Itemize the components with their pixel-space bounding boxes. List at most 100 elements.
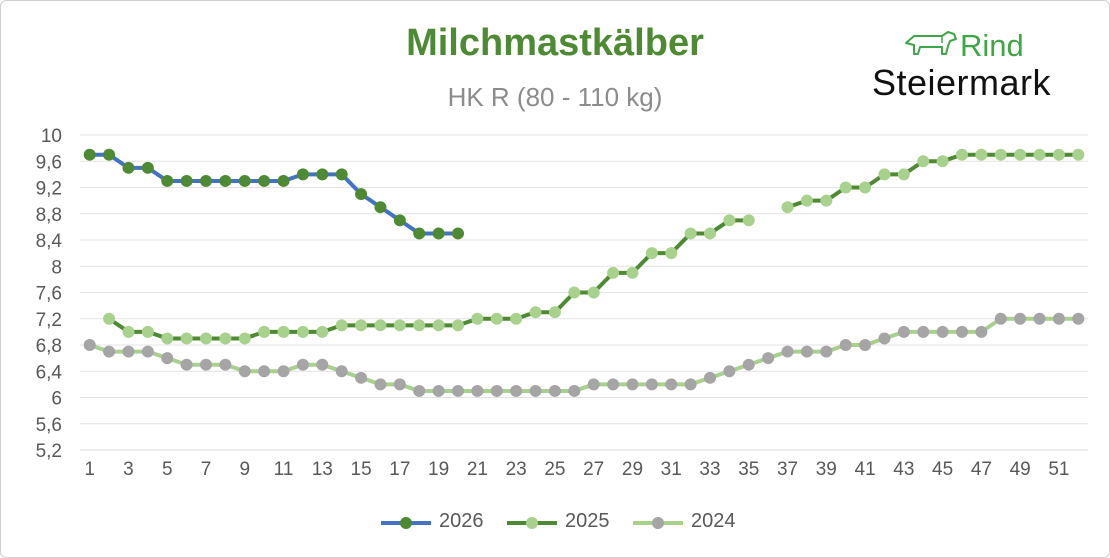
data-point-2024 [1052,312,1065,325]
x-tick-label: 39 [816,459,837,480]
data-point-2025 [335,319,348,332]
y-axis-ticks: 10 9,6 9,2 8,8 8,4 8 7,6 7,2 6,8 6,4 6 5,6 5,2 [36,126,63,462]
y-tick-label: 8,8 [36,205,62,226]
x-tick-label: 17 [389,459,410,480]
y-tick-label: 8,4 [36,231,63,252]
data-point-2025 [897,168,910,181]
data-point-2025 [587,286,600,299]
series-2024 [83,312,1085,397]
series-lines [83,148,1085,397]
data-point-2024 [1033,312,1046,325]
data-point-2026 [316,168,329,181]
data-point-2024 [626,378,639,391]
data-point-2025 [917,155,930,168]
x-tick-label: 25 [544,459,565,480]
y-tick-label: 10 [41,126,62,147]
logo-rind-text: Rind [960,28,1024,63]
data-point-2025 [665,247,678,260]
data-point-2024 [510,384,523,397]
data-point-2024 [548,384,561,397]
data-point-2024 [762,352,775,365]
data-point-2025 [975,148,988,161]
data-point-2024 [587,378,600,391]
y-tick-label: 7,2 [36,310,62,331]
y-tick-label: 5,2 [36,441,62,462]
data-point-2026 [374,201,387,214]
y-tick-label: 5,6 [36,415,62,436]
data-point-2025 [490,312,503,325]
x-tick-label: 9 [239,459,250,480]
data-point-2025 [238,332,251,345]
legend-item-2026: 2026 [381,508,484,538]
x-tick-label: 43 [893,459,914,480]
data-point-2026 [200,174,212,187]
data-point-2024 [1014,312,1027,325]
data-point-2025 [1014,148,1027,161]
logo-steiermark-text: Steiermark [872,62,1052,103]
data-point-2026 [277,174,290,187]
x-tick-label: 15 [351,459,372,480]
data-point-2025 [839,181,852,194]
legend-label-2025: 2025 [565,510,610,532]
data-point-2025 [568,286,581,299]
data-point-2024 [1072,312,1085,325]
data-point-2024 [568,384,581,397]
x-tick-label: 45 [932,459,953,480]
x-axis-ticks: 1 3 5 7 9 11 13 15 17 19 21 23 25 27 29 31 33 35 37 39 41 43 4… [84,459,1069,480]
y-tick-label: 6 [51,389,62,410]
data-point-2024 [471,384,484,397]
x-tick-label: 47 [971,459,992,480]
data-point-2024 [452,384,464,397]
data-point-2025 [141,325,154,338]
x-tick-label: 31 [661,459,682,480]
data-point-2026 [393,214,406,227]
data-point-2025 [956,148,968,161]
data-point-2025 [413,319,426,332]
legend-label-2026: 2026 [439,510,484,532]
x-tick-label: 29 [622,459,643,480]
logo-rind-steiermark: Rind Steiermark [872,26,1062,106]
data-point-2025 [878,168,891,181]
data-point-2026 [452,227,464,240]
x-tick-label: 21 [467,459,488,480]
data-point-2025 [1033,148,1046,161]
data-point-2024 [296,358,309,371]
legend-item-2024: 2024 [633,508,736,538]
data-point-2025 [374,319,387,332]
data-point-2025 [742,214,755,227]
data-point-2024 [316,358,329,371]
data-point-2026 [122,161,135,174]
chart-title: Milchmastkälber [406,22,704,64]
cow-icon [905,31,957,55]
data-point-2025 [529,306,542,319]
data-point-2025 [684,227,697,240]
data-point-2024 [723,365,736,378]
data-point-2025 [859,181,872,194]
data-point-2026 [238,174,251,187]
data-point-2025 [258,325,271,338]
x-tick-label: 51 [1048,459,1069,480]
data-point-2024 [607,378,620,391]
data-point-2024 [917,325,930,338]
data-point-2024 [839,339,852,351]
data-point-2024 [897,325,910,338]
data-point-2026 [413,227,426,240]
data-point-2025 [626,266,639,279]
data-point-2024 [393,378,406,391]
y-tick-label: 6,8 [36,336,62,357]
data-point-2025 [432,319,445,332]
legend-marker-2026 [381,517,431,529]
data-point-2024 [238,365,251,378]
data-point-2024 [258,365,271,378]
data-point-2025 [548,306,561,319]
data-point-2024 [432,384,445,397]
data-point-2024 [878,332,891,345]
data-point-2024 [956,325,968,338]
data-point-2024 [975,325,988,338]
x-tick-label: 23 [506,459,527,480]
data-point-2025 [122,325,135,338]
x-tick-label: 49 [1010,459,1031,480]
data-point-2024 [994,312,1007,325]
